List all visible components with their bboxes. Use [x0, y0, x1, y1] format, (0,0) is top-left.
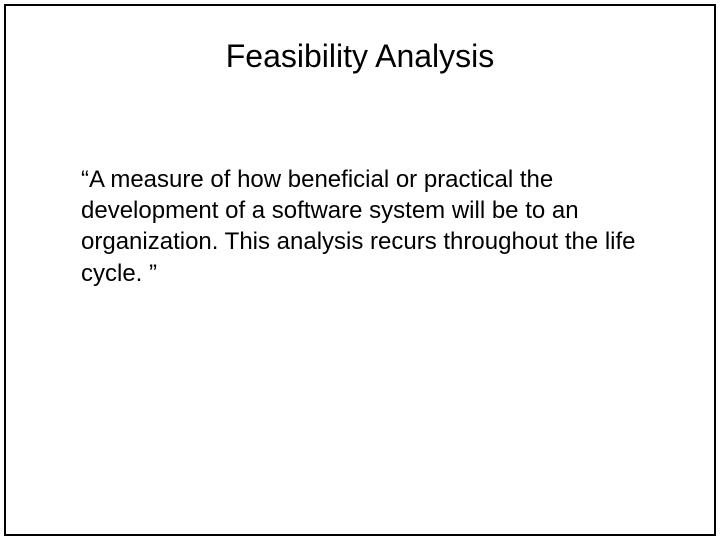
slide-container: Feasibility Analysis “A measure of how b… [0, 0, 720, 540]
slide-title: Feasibility Analysis [6, 38, 714, 75]
slide-body-text: “A measure of how beneficial or practica… [81, 164, 639, 289]
slide-border: Feasibility Analysis “A measure of how b… [4, 4, 716, 536]
